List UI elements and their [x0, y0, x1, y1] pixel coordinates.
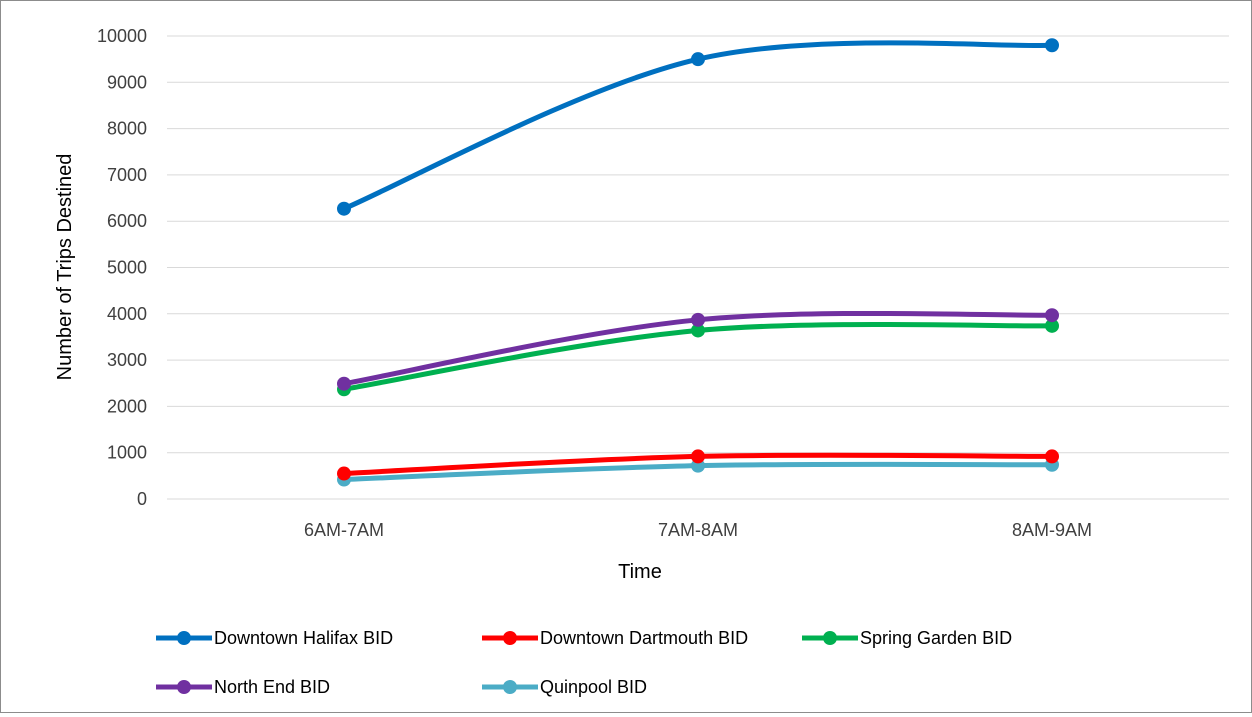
y-tick-label: 9000 [107, 72, 147, 92]
y-axis-title: Number of Trips Destined [54, 154, 76, 381]
legend: Downtown Halifax BID Downtown Dartmouth B… [156, 628, 1012, 697]
legend-item: Spring Garden BID [802, 628, 1012, 648]
legend-marker [503, 680, 517, 694]
data-point [691, 312, 705, 327]
legend-item: North End BID [156, 677, 330, 697]
data-point [691, 449, 705, 464]
y-tick-label: 8000 [107, 119, 147, 139]
data-point [1045, 308, 1059, 323]
series-lines [341, 40, 1055, 483]
data-point [337, 466, 351, 481]
gridlines [167, 35, 1229, 500]
y-tick-label: 7000 [107, 165, 147, 185]
legend-marker [823, 631, 837, 645]
series-markers [337, 38, 1059, 487]
y-axis-tick-labels: 0 1000 2000 3000 4000 5000 6000 7000 8000 9000 100… [97, 26, 147, 509]
legend-label: Spring Garden BID [860, 628, 1012, 648]
y-tick-label: 10000 [97, 26, 147, 46]
x-tick-label: 6AM-7AM [304, 520, 384, 540]
y-tick-label: 1000 [107, 443, 147, 463]
series-line [341, 40, 1055, 212]
data-point [691, 323, 705, 338]
x-axis-title: Time [618, 561, 662, 583]
legend-label: Downtown Halifax BID [214, 628, 393, 648]
y-tick-label: 6000 [107, 211, 147, 231]
data-point [1045, 449, 1059, 464]
data-point [1045, 318, 1059, 333]
y-tick-label: 2000 [107, 396, 147, 416]
data-point [691, 52, 705, 67]
legend-marker [177, 631, 191, 645]
legend-item: Downtown Dartmouth BID [482, 628, 748, 648]
legend-label: North End BID [214, 677, 330, 697]
y-tick-label: 3000 [107, 350, 147, 370]
x-tick-label: 7AM-8AM [658, 520, 738, 540]
y-tick-label: 4000 [107, 304, 147, 324]
y-tick-label: 5000 [107, 258, 147, 278]
legend-marker [177, 680, 191, 694]
data-point [1045, 38, 1059, 53]
legend-label: Quinpool BID [540, 677, 647, 697]
legend-marker [503, 631, 517, 645]
legend-label: Downtown Dartmouth BID [540, 628, 748, 648]
y-tick-label: 0 [137, 489, 147, 509]
x-tick-label: 8AM-9AM [1012, 520, 1092, 540]
legend-item: Quinpool BID [482, 677, 647, 697]
legend-item: Downtown Halifax BID [156, 628, 393, 648]
x-axis-tick-labels: 6AM-7AM 7AM-8AM 8AM-9AM [304, 520, 1092, 540]
data-point [337, 376, 351, 391]
data-point [337, 201, 351, 216]
